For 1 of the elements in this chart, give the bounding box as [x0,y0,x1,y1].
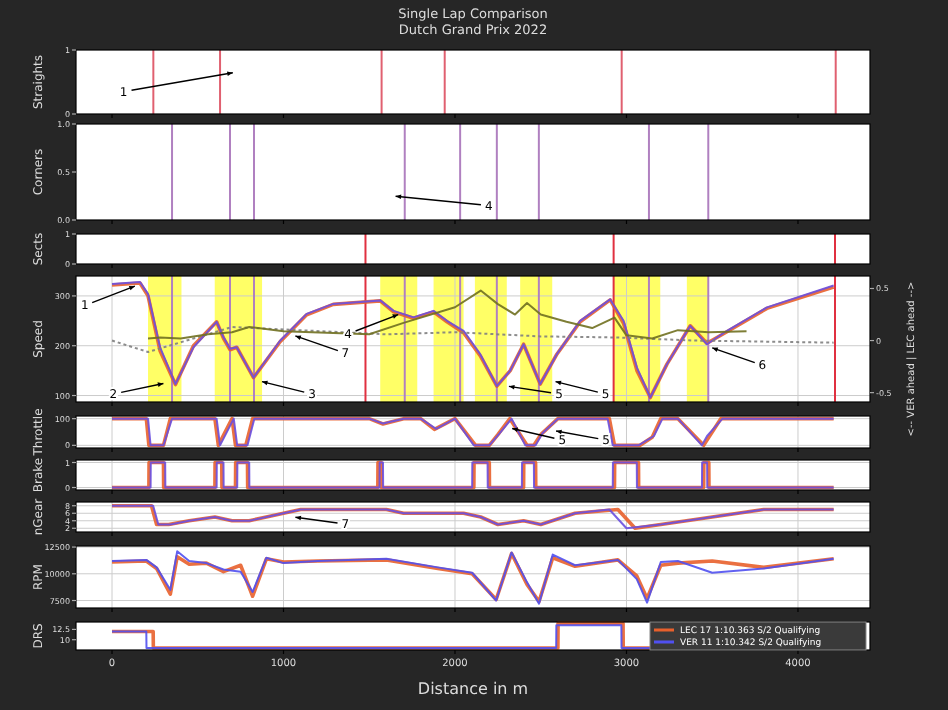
x-axis-title: Distance in m [417,680,529,698]
